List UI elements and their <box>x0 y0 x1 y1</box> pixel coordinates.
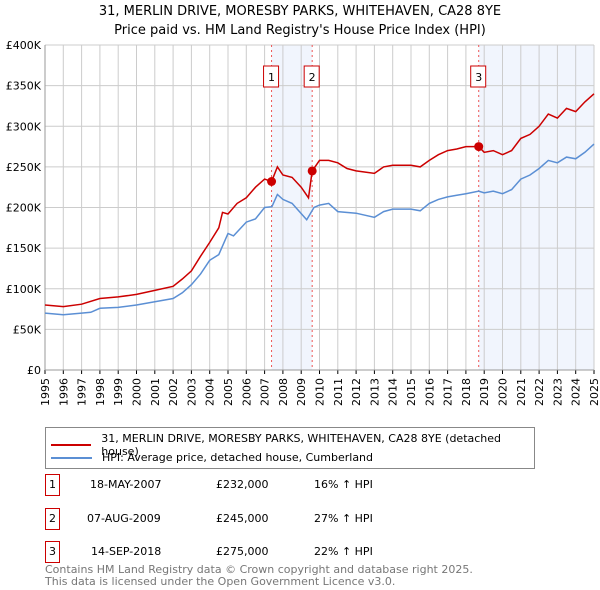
sale-point <box>474 142 484 152</box>
sale-price: £275,000 <box>216 545 269 558</box>
x-tick-label: 2007 <box>259 378 272 406</box>
sale-date: 18-MAY-2007 <box>90 478 162 491</box>
x-tick-label: 2021 <box>515 378 528 406</box>
sale-marker-box <box>263 65 280 88</box>
legend-item-hpi: HPI: Average price, detached house, Cumb… <box>51 451 373 464</box>
sale-point <box>267 177 277 186</box>
legend-label: 31, MERLIN DRIVE, MORESBY PARKS, WHITEHA… <box>101 432 502 458</box>
sale-marker-box <box>303 65 320 88</box>
y-tick-label: £0 <box>27 364 41 377</box>
x-tick-label: 1997 <box>76 378 89 406</box>
x-tick-label: 1995 <box>39 378 52 406</box>
y-tick-label: £150K <box>6 242 42 255</box>
x-tick-label: 2023 <box>551 378 564 406</box>
x-tick-label: 2009 <box>295 378 308 406</box>
footer-line-1: Contains HM Land Registry data © Crown c… <box>45 563 473 576</box>
x-tick-label: 2012 <box>350 378 363 406</box>
y-tick-label: £300K <box>6 120 42 133</box>
sale-price: £232,000 <box>216 478 269 491</box>
legend: 31, MERLIN DRIVE, MORESBY PARKS, WHITEHA… <box>45 427 535 469</box>
y-tick-label: £250K <box>6 161 42 174</box>
sale-hpi: 16% ↑ HPI <box>314 478 373 491</box>
x-tick-label: 2013 <box>368 378 381 406</box>
footer-line-2: This data is licensed under the Open Gov… <box>45 575 396 588</box>
x-tick-label: 2014 <box>387 378 400 406</box>
x-tick-label: 2025 <box>588 378 600 406</box>
sale-marker-number: 1 <box>268 71 275 84</box>
x-tick-label: 2001 <box>149 378 162 406</box>
sale-date: 14-SEP-2018 <box>91 545 162 558</box>
y-tick-label: £400K <box>6 39 42 52</box>
y-tick-label: £350K <box>6 80 42 93</box>
chart-title: 31, MERLIN DRIVE, MORESBY PARKS, WHITEHA… <box>99 4 501 19</box>
sale-marker-number: 2 <box>309 71 316 84</box>
sale-point <box>307 166 317 176</box>
x-tick-label: 2008 <box>277 378 290 406</box>
x-tick-label: 2016 <box>423 378 436 406</box>
sale-date: 07-AUG-2009 <box>87 512 161 525</box>
x-tick-label: 2003 <box>185 378 198 406</box>
x-tick-label: 2005 <box>222 378 235 406</box>
x-tick-label: 1996 <box>57 378 70 406</box>
x-tick-label: 2010 <box>314 378 327 406</box>
x-tick-label: 2002 <box>167 378 180 406</box>
sale-marker-number: 3 <box>475 71 482 84</box>
blue-line-swatch <box>51 456 92 459</box>
sale-marker-label: 1 <box>45 474 60 496</box>
x-tick-label: 2020 <box>497 378 510 406</box>
x-tick-label: 2004 <box>204 378 217 406</box>
sale-marker-box <box>470 65 487 88</box>
sale-hpi: 27% ↑ HPI <box>314 512 373 525</box>
x-tick-label: 2011 <box>332 378 345 406</box>
x-tick-label: 2015 <box>405 378 418 406</box>
y-tick-label: £100K <box>6 283 42 296</box>
x-tick-label: 2022 <box>533 378 546 406</box>
red-line-swatch <box>51 444 92 446</box>
x-tick-label: 2024 <box>570 378 583 406</box>
sale-marker-label: 2 <box>45 508 60 530</box>
chart-subtitle: Price paid vs. HM Land Registry's House … <box>114 23 486 38</box>
legend-item-property: 31, MERLIN DRIVE, MORESBY PARKS, WHITEHA… <box>51 432 534 458</box>
sale-hpi: 22% ↑ HPI <box>314 545 373 558</box>
sale-row-3: 3 14-SEP-2018 £275,000 22% ↑ HPI <box>45 541 445 563</box>
x-tick-label: 2017 <box>442 378 455 406</box>
footer-text: Contains HM Land Registry data © Crown c… <box>45 564 473 588</box>
hpi-line <box>44 143 595 316</box>
x-tick-label: 1999 <box>112 378 125 406</box>
x-tick-label: 2018 <box>460 378 473 406</box>
x-tick-label: 1998 <box>94 378 107 406</box>
property-price-line <box>44 93 595 308</box>
y-tick-label: £200K <box>6 202 42 215</box>
x-tick-label: 2000 <box>131 378 144 406</box>
x-tick-label: 2006 <box>240 378 253 406</box>
y-tick-label: £50K <box>13 323 42 336</box>
legend-label: HPI: Average price, detached house, Cumb… <box>102 451 374 464</box>
sale-row-1: 1 18-MAY-2007 £232,000 16% ↑ HPI <box>45 474 445 496</box>
sale-price: £245,000 <box>216 512 269 525</box>
sale-row-2: 2 07-AUG-2009 £245,000 27% ↑ HPI <box>45 508 445 530</box>
sale-marker-label: 3 <box>45 541 60 563</box>
x-tick-label: 2019 <box>478 378 491 406</box>
